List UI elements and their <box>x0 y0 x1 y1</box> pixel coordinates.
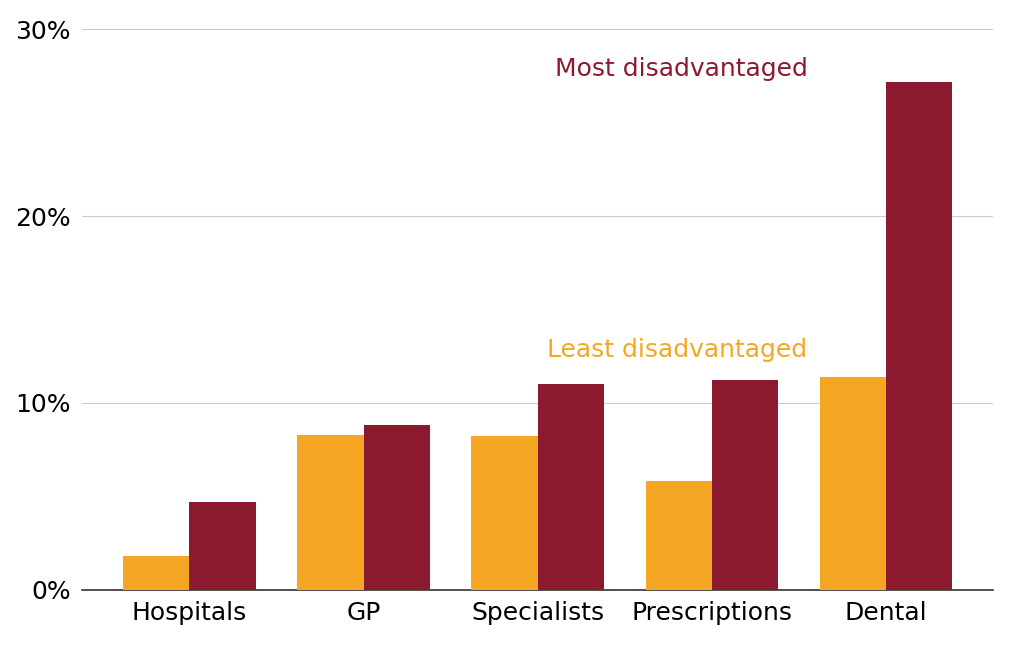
Bar <box>819 377 886 590</box>
Bar <box>712 381 778 590</box>
Bar <box>471 436 538 590</box>
Bar <box>189 502 256 590</box>
Bar <box>538 384 604 590</box>
Bar <box>886 82 952 590</box>
Text: Least disadvantaged: Least disadvantaged <box>547 338 807 362</box>
Bar <box>297 435 364 590</box>
Bar <box>123 556 189 590</box>
Text: Most disadvantaged: Most disadvantaged <box>555 58 807 82</box>
Bar <box>645 481 712 590</box>
Bar <box>364 425 430 590</box>
